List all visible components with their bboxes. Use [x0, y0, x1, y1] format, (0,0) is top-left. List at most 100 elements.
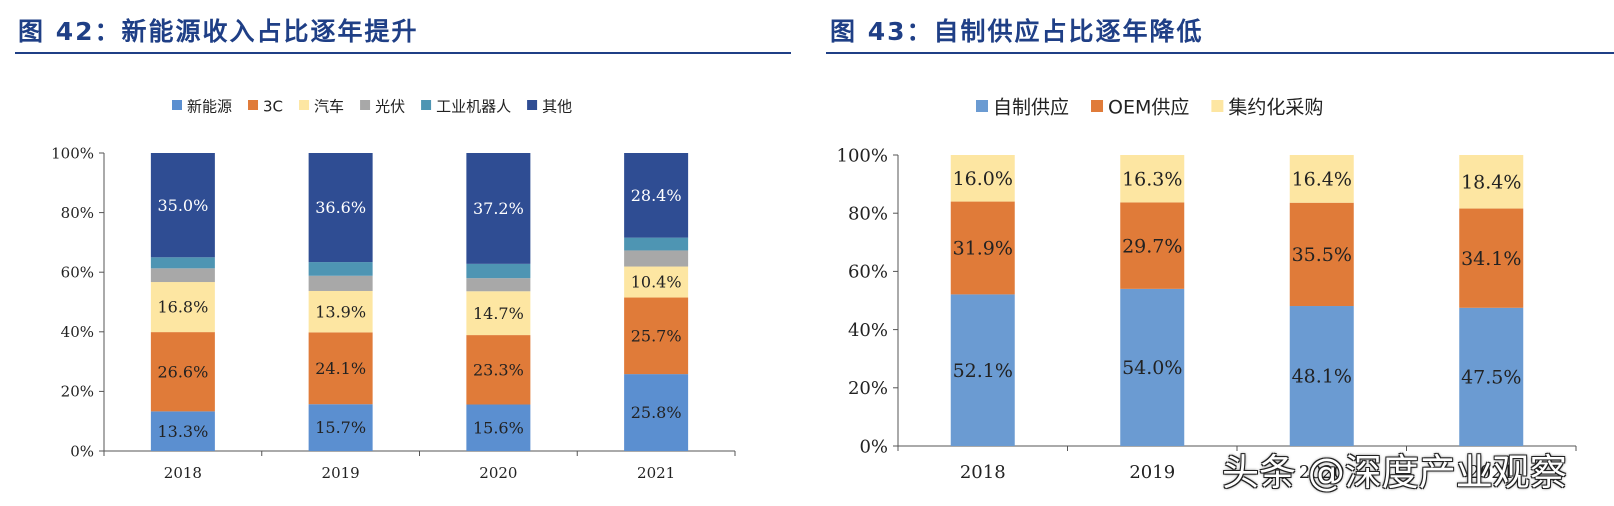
y-tick-label: 40%: [61, 323, 94, 341]
x-tick-label: 2021: [1468, 462, 1514, 483]
bar-segment: [150, 282, 215, 333]
bar-segment: [1120, 202, 1185, 289]
x-tick-label: 2018: [960, 462, 1006, 483]
stacked-bar-chart: 自制供应 OEM供应 集约化采购 0% 20% 40% 60% 80% 100% 52.1% 31.…: [837, 97, 1577, 483]
watermark: 头条 @深度产业观察: [1222, 451, 1567, 494]
data-label: 13.9%: [315, 302, 366, 321]
legend-swatch: [1211, 100, 1224, 112]
data-label: 52.1%: [953, 360, 1013, 382]
bar-segment: [466, 263, 531, 279]
data-label: 35.5%: [1292, 244, 1352, 266]
legend-swatch: [1091, 100, 1104, 112]
bar-segment: [466, 404, 531, 451]
data-label: 16.0%: [953, 168, 1013, 190]
legend-swatch: [527, 100, 538, 110]
x-tick-label: 2019: [1129, 462, 1175, 483]
legend-swatch: [360, 100, 371, 110]
data-label: 26.6%: [157, 362, 208, 381]
legend-swatch: [299, 100, 310, 110]
y-tick-label: 100%: [837, 145, 888, 166]
chart-title: 图 42：新能源收入占比逐年提升: [18, 17, 419, 46]
bar-segment: [1289, 306, 1354, 446]
data-label: 23.3%: [473, 360, 524, 379]
bar-segment: [624, 297, 689, 375]
legend-label: 集约化采购: [1228, 97, 1323, 119]
bar-segment: [1459, 208, 1524, 308]
bar-segment: [308, 332, 373, 405]
x-tick-label: 2018: [164, 464, 202, 482]
bar-segment: [466, 278, 531, 292]
data-label: 36.6%: [315, 198, 366, 217]
data-label: 54.0%: [1122, 357, 1182, 379]
bar-segment: [624, 250, 689, 267]
x-tick-label: 2021: [637, 464, 675, 482]
bar-segment: [950, 201, 1015, 295]
bar-segment: [308, 290, 373, 333]
y-tick-label: 20%: [848, 378, 888, 399]
title-rule: [15, 52, 791, 54]
y-tick-label: 100%: [51, 144, 94, 162]
bar-segment: [150, 332, 215, 412]
legend-swatch: [976, 100, 988, 112]
data-label: 24.1%: [315, 359, 366, 378]
bar-segment: [950, 155, 1015, 202]
bar-segment: [466, 153, 531, 264]
legend-label: OEM供应: [1108, 97, 1189, 119]
y-tick-label: 80%: [61, 204, 94, 222]
bar-segment: [624, 374, 689, 451]
chart-panel-43: 图 43：自制供应占比逐年降低 自制供应 OEM供应 集约化采购 0% 20% 40% 60…: [826, 0, 1614, 506]
legend-swatch: [248, 100, 259, 110]
data-label: 16.3%: [1122, 168, 1182, 190]
data-label: 34.1%: [1461, 248, 1521, 270]
bar-segment: [150, 257, 215, 269]
chart-title: 图 43：自制供应占比逐年降低: [830, 17, 1204, 46]
data-label: 14.7%: [473, 304, 524, 323]
legend-label: 光伏: [375, 97, 405, 115]
bar-segment: [624, 237, 689, 251]
data-label: 29.7%: [1122, 235, 1182, 257]
data-label: 15.7%: [315, 418, 366, 437]
bar-segment: [308, 153, 373, 263]
legend-label: 3C: [263, 97, 283, 115]
bar-segment: [150, 411, 215, 451]
y-tick-label: 60%: [61, 263, 94, 281]
legend-swatch: [421, 100, 432, 110]
data-label: 10.4%: [631, 273, 682, 292]
data-label: 16.4%: [1292, 169, 1352, 191]
bar-segment: [150, 153, 215, 258]
bar-segment: [1459, 307, 1524, 446]
bar-segment: [1289, 155, 1354, 203]
data-label: 28.4%: [631, 186, 682, 205]
bar-segment: [308, 275, 373, 291]
x-tick-label: 2020: [479, 464, 517, 482]
bar-segment: [466, 335, 531, 405]
data-label: 18.4%: [1461, 171, 1521, 193]
title-rule: [826, 52, 1614, 54]
stacked-bar-chart: 新能源 3C 汽车 光伏 工业机器人 其他 0% 20% 40% 60% 80% 100% 13.3% 2…: [51, 97, 736, 482]
data-label: 25.8%: [631, 403, 682, 422]
y-tick-label: 40%: [848, 320, 888, 341]
data-label: 25.7%: [631, 326, 682, 345]
data-label: 47.5%: [1461, 367, 1521, 389]
data-label: 13.3%: [157, 422, 208, 441]
legend-label: 新能源: [187, 97, 232, 115]
data-label: 37.2%: [473, 199, 524, 218]
bar-segment: [150, 268, 215, 283]
data-label: 31.9%: [953, 238, 1013, 260]
chart-panel-42: 图 42：新能源收入占比逐年提升 新能源 3C 汽车 光伏 工业机器人 其他 0% 20% 40…: [0, 0, 800, 506]
legend-label: 自制供应: [993, 97, 1069, 119]
data-label: 35.0%: [157, 196, 208, 215]
bar-segment: [308, 262, 373, 276]
y-tick-label: 20%: [61, 383, 94, 401]
bar-segment: [624, 153, 689, 238]
bar-segment: [466, 291, 531, 336]
data-label: 15.6%: [473, 418, 524, 437]
y-tick-label: 0%: [70, 442, 94, 460]
y-tick-label: 60%: [848, 262, 888, 283]
legend-swatch: [172, 100, 182, 110]
bar-segment: [624, 266, 689, 298]
bar-segment: [1459, 155, 1524, 209]
bar-segment: [308, 404, 373, 451]
bar-segment: [1289, 202, 1354, 307]
x-tick-label: 2020: [1299, 462, 1345, 483]
